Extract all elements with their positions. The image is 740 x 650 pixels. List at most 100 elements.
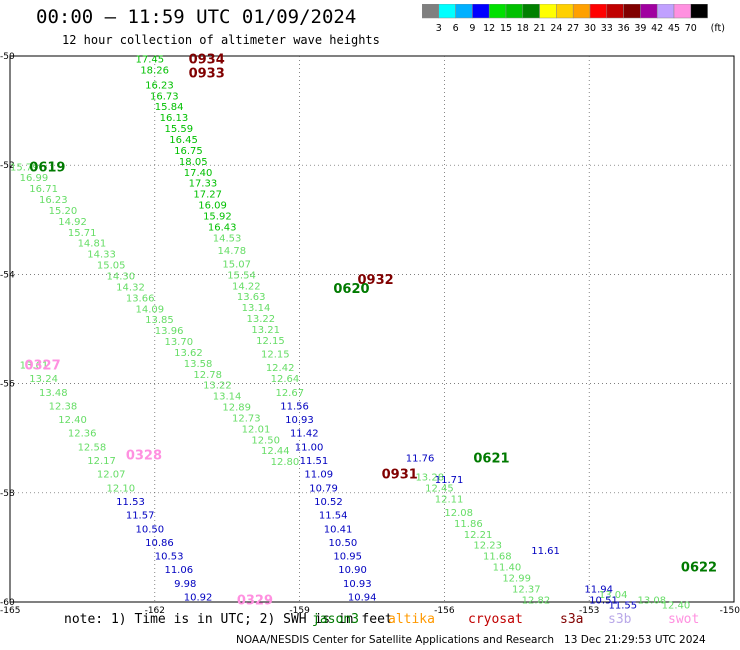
wave-height-point: 12.38 xyxy=(49,401,78,412)
legend-item-swot: swot xyxy=(668,612,700,627)
colorbar-label: 70 xyxy=(685,23,697,34)
track-time-label: 0932 xyxy=(358,273,394,288)
wave-height-point: 11.40 xyxy=(493,563,522,574)
wave-height-point: 11.61 xyxy=(531,546,560,557)
wave-height-point: 10.92 xyxy=(184,593,213,604)
y-tick-label: -52 xyxy=(0,161,15,171)
track-time-label: 0931 xyxy=(382,468,418,483)
wave-height-point: 12.01 xyxy=(242,424,271,435)
wave-height-point: 13.14 xyxy=(213,392,242,403)
wave-height-point: 14.92 xyxy=(58,217,87,228)
wave-height-point: 12.67 xyxy=(275,388,304,399)
wave-height-point: 10.50 xyxy=(329,538,358,549)
colorbar-label: 42 xyxy=(651,23,663,34)
wave-height-point: 12.50 xyxy=(251,435,280,446)
wave-height-point: 11.55 xyxy=(609,601,638,612)
wave-height-point: 12.07 xyxy=(97,470,126,481)
wave-height-point: 14.22 xyxy=(232,281,261,292)
wave-height-point: 16.71 xyxy=(29,184,58,195)
legend-item-jason3: jason3 xyxy=(312,612,359,627)
wave-height-point: 12.64 xyxy=(271,374,300,385)
wave-height-point: 12.99 xyxy=(502,573,531,584)
wave-height-point: 10.41 xyxy=(324,524,353,535)
track-time-label: 0934 xyxy=(189,53,225,68)
colorbar-label: 9 xyxy=(469,23,475,34)
wave-height-point: 16.09 xyxy=(198,201,227,212)
wave-height-point: 12.08 xyxy=(444,508,473,519)
wave-height-point: 14.30 xyxy=(107,271,136,282)
footer-note: note: 1) Time is in UTC; 2) SWH is in fe… xyxy=(64,612,393,627)
wave-height-point: 12.80 xyxy=(271,457,300,468)
wave-height-point: 12.45 xyxy=(425,483,454,494)
colorbar-label: 21 xyxy=(534,23,546,34)
wave-height-point: 10.93 xyxy=(285,415,314,426)
track-time-label: 0329 xyxy=(237,593,273,608)
wave-height-point: 14.81 xyxy=(78,239,107,250)
x-tick-label: -165 xyxy=(0,606,20,616)
wave-height-point: 15.71 xyxy=(68,228,97,239)
plot-frame xyxy=(9,55,735,603)
wave-height-point: 11.71 xyxy=(435,475,464,486)
track-time-label: 0619 xyxy=(29,160,65,175)
wave-height-point: 18.05 xyxy=(179,157,208,168)
track-time-label: 0622 xyxy=(681,561,717,576)
track-time-label: 0621 xyxy=(473,451,509,466)
wave-height-point: 12.36 xyxy=(68,429,97,440)
colorbar-label: 30 xyxy=(584,23,596,34)
track-time-label: 0327 xyxy=(24,358,60,373)
wave-height-point: 10.94 xyxy=(348,593,377,604)
wave-height-point: 11.94 xyxy=(584,584,613,595)
wave-height-point: 10.86 xyxy=(145,538,174,549)
wave-height-point: 17.27 xyxy=(193,190,222,201)
wave-height-point: 14.32 xyxy=(116,282,145,293)
x-tick-label: -156 xyxy=(434,606,455,616)
wave-height-point: 17.33 xyxy=(189,179,218,190)
wave-height-point: 16.13 xyxy=(160,113,189,124)
wave-height-point: 14.78 xyxy=(218,246,247,257)
wave-height-point: 12.82 xyxy=(522,595,551,606)
wave-height-point: 9.98 xyxy=(174,579,196,590)
colorbar-swatch xyxy=(690,4,708,19)
wave-height-point: 10.53 xyxy=(155,552,184,563)
wave-height-point: 15.20 xyxy=(49,206,78,217)
wave-height-point: 11.42 xyxy=(290,429,319,440)
wave-height-point: 16.45 xyxy=(169,135,198,146)
y-tick-label: -58 xyxy=(0,489,15,499)
wave-height-point: 16.23 xyxy=(39,195,68,206)
color-scale-bar: 3 6 9 12 15 18 21 24 27 30 33 36 39 42 45 70 (ft) xyxy=(422,4,725,34)
wave-height-point: 13.85 xyxy=(145,315,174,326)
colorbar-unit: (ft) xyxy=(711,23,725,34)
colorbar-label: 45 xyxy=(668,23,680,34)
wave-height-point: 12.40 xyxy=(662,601,691,612)
wave-height-point: 12.37 xyxy=(512,584,541,595)
wave-height-point: 13.63 xyxy=(237,292,266,303)
wave-height-point: 12.17 xyxy=(87,456,116,467)
x-tick-label: -150 xyxy=(720,606,740,616)
wave-height-point: 17.45 xyxy=(135,55,164,66)
wave-height-point: 13.04 xyxy=(599,590,628,601)
legend-item-s3a: s3a xyxy=(560,612,584,627)
colorbar-label: 15 xyxy=(500,23,512,34)
chart-subtitle: 12 hour collection of altimeter wave hei… xyxy=(62,33,380,47)
track-time-label: 0620 xyxy=(333,282,369,297)
legend-item-s3b: s3b xyxy=(608,612,632,627)
wave-height-point: 11.57 xyxy=(126,511,155,522)
wave-height-point: 13.66 xyxy=(126,293,155,304)
wave-height-point: 15.07 xyxy=(222,259,251,270)
wave-height-point: 12.44 xyxy=(261,446,290,457)
wave-height-point: 13.58 xyxy=(184,359,213,370)
wave-height-point: 10.52 xyxy=(314,497,343,508)
wave-height-point: 13.28 xyxy=(415,472,444,483)
wave-height-point: 13.62 xyxy=(174,348,203,359)
wave-height-point: 13.22 xyxy=(247,314,276,325)
wave-height-point: 11.06 xyxy=(164,565,193,576)
wave-height-point: 11.76 xyxy=(406,453,435,464)
wave-height-point: 12.89 xyxy=(222,403,251,414)
wave-height-point: 14.53 xyxy=(213,233,242,244)
wave-height-point: 12.73 xyxy=(232,413,261,424)
wave-height-point: 15.84 xyxy=(155,102,184,113)
legend-item-cryosat: cryosat xyxy=(468,612,523,627)
y-tick-label: -54 xyxy=(0,270,15,280)
wave-height-point: 12.23 xyxy=(473,541,502,552)
wave-height-point: 13.08 xyxy=(637,595,666,606)
